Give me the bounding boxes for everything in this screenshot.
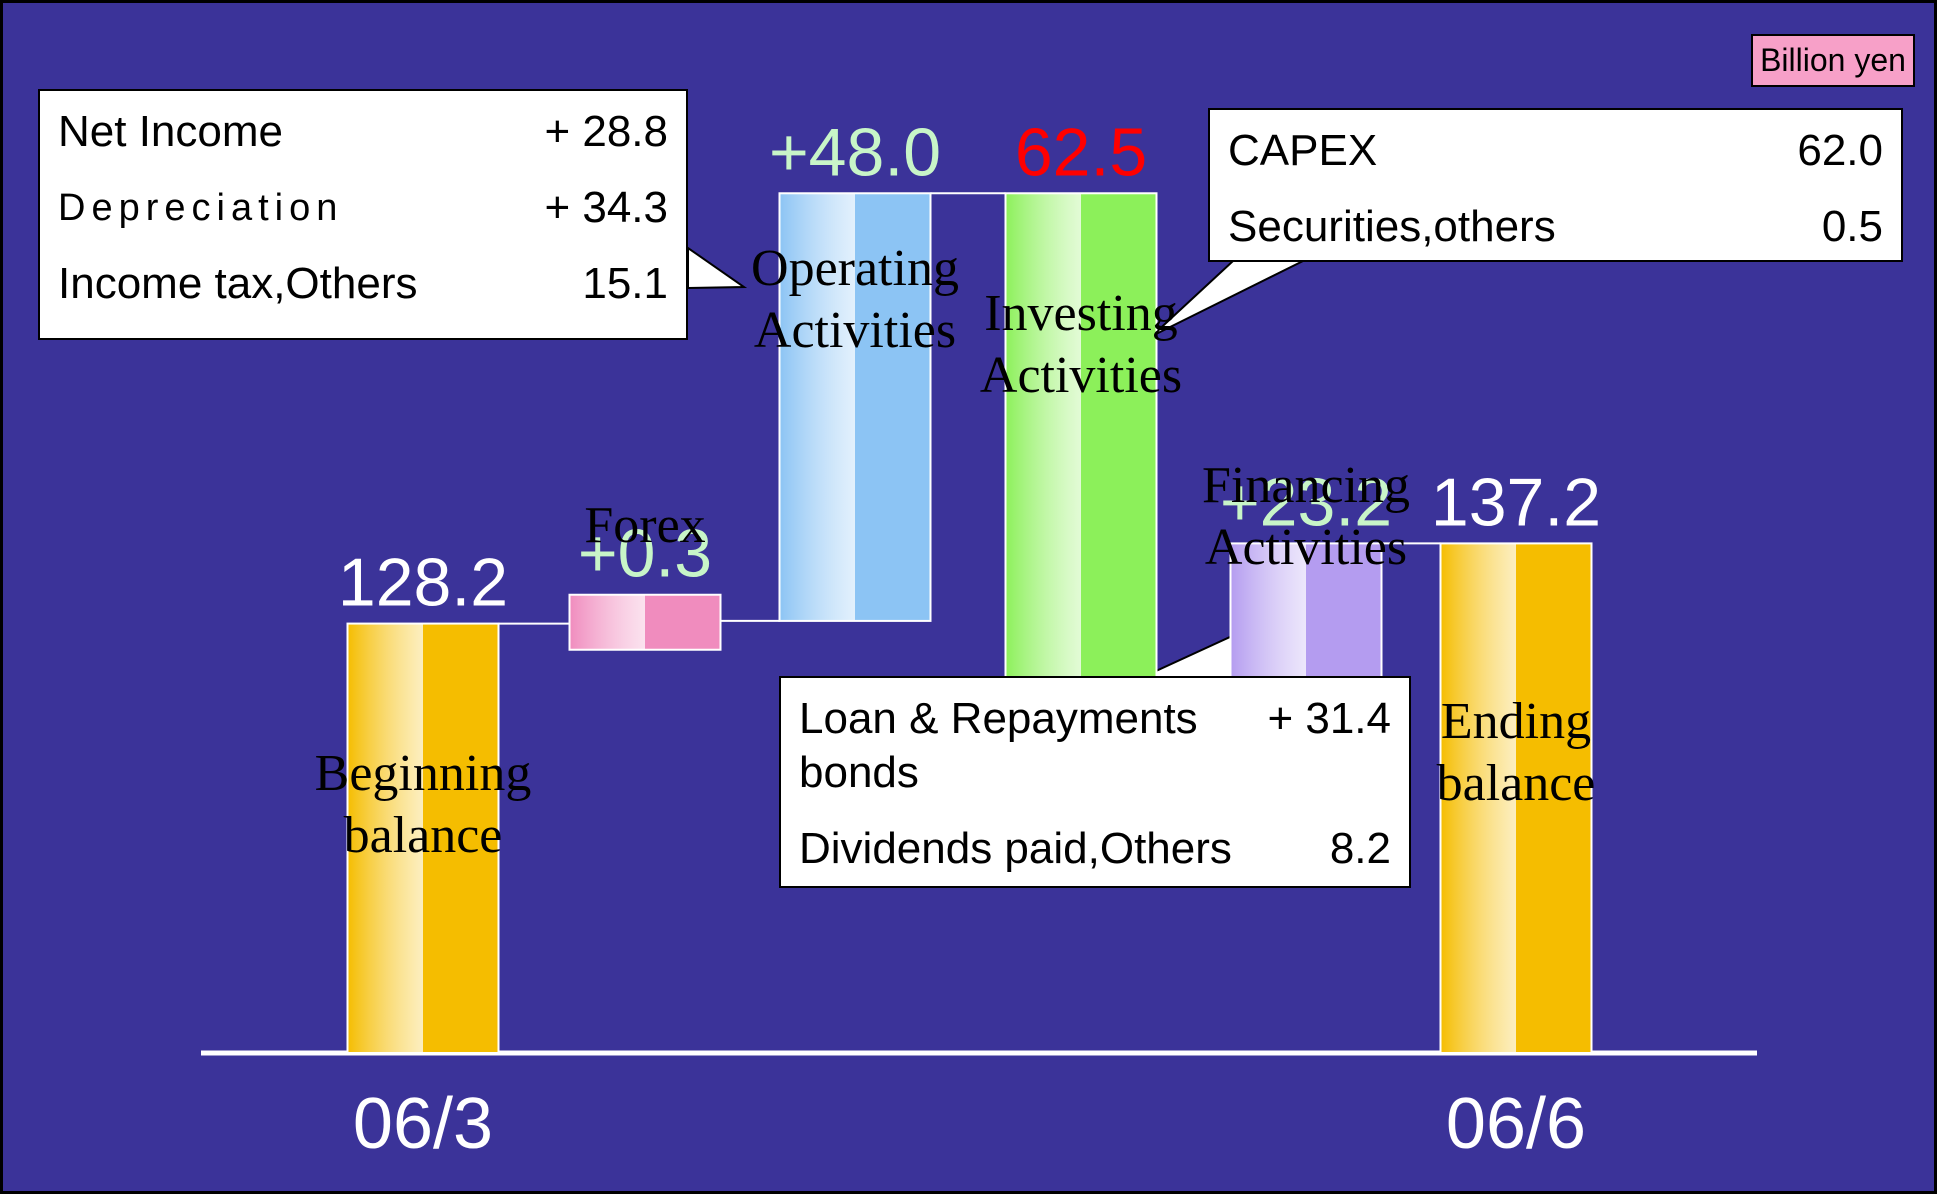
value-label: 62.5 [1015,114,1147,190]
callout-box: CAPEX 62.0 Securities,others 0.5 [1208,108,1903,262]
category-label: Forex [584,497,706,554]
callout-label: Loan & Repayments bonds [799,694,1198,797]
unit-label: Billion yen [1751,34,1915,87]
callout-value: + 31.4 [1267,694,1391,743]
value-label: +23.2 [1220,464,1392,540]
bar-highlight [778,192,932,622]
callout-value: 62.0 [1797,126,1883,175]
callout-box: Net Income + 28.8 Depreciation + 34.3 Income… [38,89,688,340]
callout-value: 0.5 [1821,202,1883,251]
value-label: +48.0 [769,114,941,190]
callout-value: + 28.8 [544,107,668,156]
bar-highlight [1004,192,1158,752]
callout-label: Depreciation [58,187,344,229]
category-label: Investing Activities [979,285,1183,404]
callout-row: Net Income + 28.8 [58,105,668,159]
bar-highlight [1439,542,1593,1055]
value-label: +0.3 [578,516,712,592]
callout-row: Depreciation + 34.3 [58,181,668,235]
callout-box: Loan & Repayments bonds + 31.4 Dividends p… [779,676,1411,888]
callout-row: Dividends paid,Others 8.2 [799,822,1391,876]
bar-highlight [568,593,722,651]
category-label: Ending balance [1436,693,1596,812]
callout-row: Securities,others 0.5 [1228,200,1883,254]
callout-label: Net Income [58,107,283,156]
bar-highlight [346,622,500,1055]
period-label: 06/6 [1446,1084,1586,1164]
category-label: Financing Activities [1202,457,1410,576]
category-label: Operating Activities [751,240,959,359]
callout-value: 15.1 [582,259,668,308]
callout-row: CAPEX 62.0 [1228,124,1883,178]
callout-row: Income tax,Others 15.1 [58,257,668,311]
callout-value: 8.2 [1329,824,1391,873]
callout-value: + 34.3 [544,183,668,232]
value-label: 128.2 [338,545,508,621]
callout-label: Income tax,Others [58,259,418,308]
period-label: 06/3 [353,1084,493,1164]
category-label: Beginning balance [314,745,532,864]
callout-label: CAPEX [1228,126,1378,175]
callout-row: Loan & Repayments bonds + 31.4 [799,692,1391,800]
callout-label: Securities,others [1228,202,1556,251]
callout-label: Dividends paid,Others [799,824,1232,873]
callout-pointer [687,246,748,290]
value-label: 137.2 [1431,464,1601,540]
chart-canvas: 128.2 06/3 +0.3 +48.0 62.5 +23.2 137.2 06/6 [201,114,1757,1164]
